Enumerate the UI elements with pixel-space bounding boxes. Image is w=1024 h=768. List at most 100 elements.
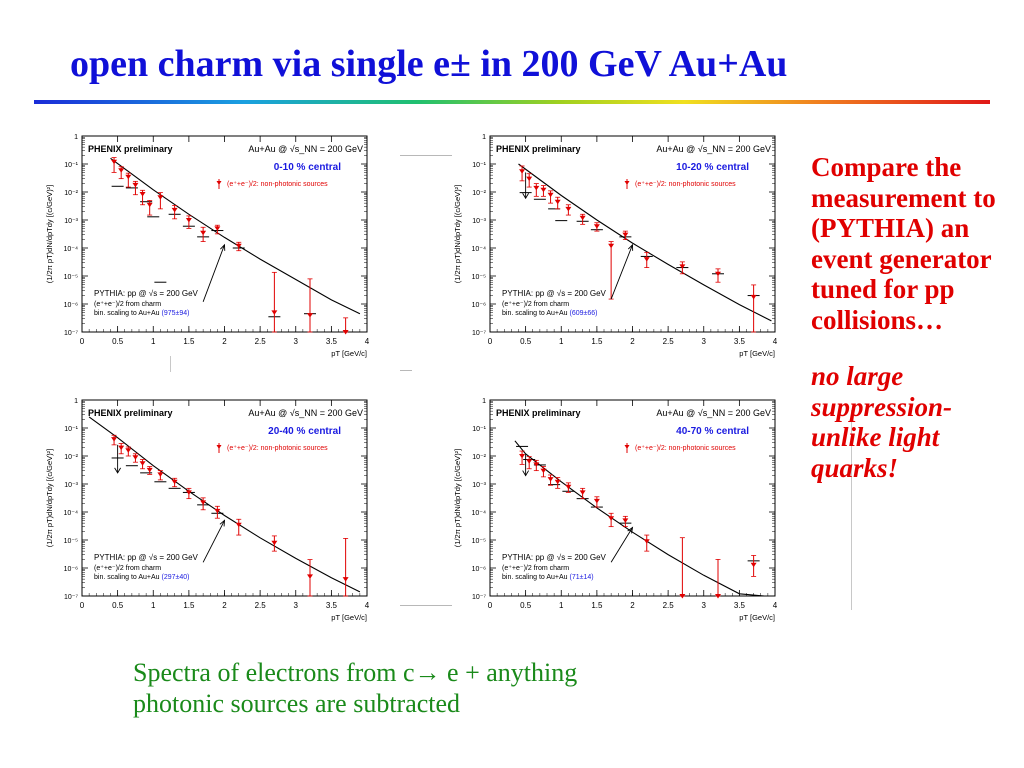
data-point: [307, 313, 313, 318]
x-tick-label: 0: [80, 337, 85, 346]
x-tick-label: 1: [559, 601, 564, 610]
x-tick-label: 1: [559, 337, 564, 346]
y-tick-label: 10⁻⁵: [64, 538, 78, 545]
data-point: [715, 271, 721, 277]
data-point: [565, 484, 572, 490]
centrality-label: 0-10 % central: [274, 162, 341, 173]
data-point: [547, 477, 554, 482]
x-tick-label: 0.5: [112, 337, 124, 346]
x-tick-label: 3: [294, 601, 299, 610]
legend-marker: [624, 445, 630, 449]
data-point: [111, 159, 118, 165]
x-axis-label: pT [GeV/c]: [331, 613, 367, 622]
centrality-label: 10-20 % central: [676, 162, 749, 173]
x-tick-label: 0: [488, 337, 493, 346]
data-point: [533, 185, 540, 191]
data-point: [554, 479, 561, 485]
legend-marker: [216, 445, 222, 449]
pythia-scaling-label: bin. scaling to Au+Au (975±94): [94, 310, 190, 317]
x-tick-label: 2: [222, 601, 227, 610]
x-tick-label: 2.5: [663, 601, 675, 610]
x-tick-label: 2.5: [255, 337, 267, 346]
pythia-label: PYTHIA: pp @ √s = 200 GeV: [94, 553, 199, 562]
bottom-caption: Spectra of electrons from c→ e + anythin…: [133, 657, 577, 719]
collision-system-label: Au+Au @ √s_NN = 200 GeV: [248, 408, 363, 418]
y-tick-label: 1: [74, 134, 78, 141]
decorative-line: [400, 370, 412, 371]
data-point: [146, 202, 153, 208]
data-point: [593, 498, 600, 504]
annotation-arrowhead: [219, 519, 226, 527]
data-point: [235, 243, 242, 249]
data-point: [679, 264, 686, 269]
y-tick-label: 10⁻¹: [472, 162, 486, 169]
centrality-label: 40-70 % central: [676, 426, 749, 437]
chart-svg: 10⁻⁷ 10⁻⁶ 10⁻⁵ 10⁻⁴ 10⁻³ 10⁻² 10⁻¹ 1 0 0.5 1 1.5 2 2.…: [453, 398, 778, 622]
x-axis-label: pT [GeV/c]: [331, 349, 367, 358]
annotation-arrow: [610, 244, 633, 300]
data-point: [146, 467, 153, 473]
data-point: [547, 192, 554, 198]
data-point: [608, 243, 615, 249]
x-tick-label: 4: [773, 601, 778, 610]
collision-system-label: Au+Au @ √s_NN = 200 GeV: [656, 144, 771, 154]
decorative-line: [400, 605, 452, 606]
data-point: [342, 330, 349, 335]
collision-system-label: Au+Au @ √s_NN = 200 GeV: [248, 144, 363, 154]
annotation-arrowhead: [220, 243, 226, 251]
legend-marker: [216, 181, 222, 185]
y-tick-label: 10⁻⁵: [472, 538, 486, 545]
x-tick-label: 1.5: [183, 337, 195, 346]
data-point: [579, 490, 586, 495]
down-arrowhead: [522, 192, 530, 200]
y-tick-label: 1: [482, 134, 486, 141]
chart-panel-40-70-central: 10⁻⁷ 10⁻⁶ 10⁻⁵ 10⁻⁴ 10⁻³ 10⁻² 10⁻¹ 1 0 0.5 1 1.5 2 2.…: [448, 390, 798, 626]
x-axis-label: pT [GeV/c]: [739, 349, 775, 358]
ncoll-value: (975±94): [162, 310, 190, 317]
decorative-line: [851, 410, 852, 610]
y-tick-label: 10⁻⁵: [472, 274, 486, 281]
annotation-arrowhead: [627, 243, 634, 251]
data-point: [157, 472, 164, 477]
caption-line-1: Spectra of electrons from c→ e + anythin…: [133, 658, 578, 687]
annotation-arrow: [610, 527, 633, 563]
data-point: [519, 169, 526, 174]
x-tick-label: 0.5: [520, 601, 532, 610]
annotation-arrow: [202, 520, 225, 563]
data-point: [139, 191, 146, 197]
y-tick-label: 10⁻⁴: [472, 510, 487, 517]
slide-title: open charm via single e± in 200 GeV Au+A…: [70, 43, 788, 85]
y-tick-label: 10⁻²: [472, 454, 486, 461]
data-point: [235, 522, 242, 528]
x-tick-label: 4: [773, 337, 778, 346]
y-tick-label: 10⁻³: [64, 218, 78, 225]
data-point: [715, 594, 721, 599]
chart-svg: 10⁻⁷ 10⁻⁶ 10⁻⁵ 10⁻⁴ 10⁻³ 10⁻² 10⁻¹ 1 0 0.5 1 1.5 2 2.…: [453, 134, 778, 358]
y-tick-label: 10⁻⁶: [472, 566, 486, 573]
x-axis-label: pT [GeV/c]: [739, 613, 775, 622]
experiment-label: PHENIX preliminary: [496, 144, 581, 154]
pythia-label: PYTHIA: pp @ √s = 200 GeV: [94, 289, 199, 298]
x-tick-label: 0: [488, 601, 493, 610]
x-tick-label: 0: [80, 601, 85, 610]
experiment-label: PHENIX preliminary: [496, 408, 581, 418]
y-axis-label: (1/2π pT)dN/dpTdy [(c/GeV)²]: [45, 449, 54, 548]
legend-marker: [624, 181, 630, 185]
data-point: [565, 206, 572, 212]
x-tick-label: 3: [294, 337, 299, 346]
data-point: [200, 230, 207, 236]
side-text-comparison: Compare the measurement to (PYTHIA) an e…: [811, 152, 996, 335]
data-point: [554, 199, 561, 205]
data-point: [271, 310, 278, 315]
data-point: [157, 195, 164, 200]
y-axis-label: (1/2π pT)dN/dpTdy [(c/GeV)²]: [45, 185, 54, 284]
pythia-label: PYTHIA: pp @ √s = 200 GeV: [502, 553, 607, 562]
pythia-scaling-label: bin. scaling to Au+Au (609±66): [502, 310, 598, 317]
y-tick-label: 10⁻³: [64, 482, 78, 489]
x-tick-label: 3.5: [326, 601, 338, 610]
chart-svg: 10⁻⁷ 10⁻⁶ 10⁻⁵ 10⁻⁴ 10⁻³ 10⁻² 10⁻¹ 1 0 0.5 1 1.5 2 2.…: [45, 134, 370, 358]
experiment-label: PHENIX preliminary: [88, 408, 173, 418]
x-tick-label: 2: [222, 337, 227, 346]
legend-label: (e⁺+e⁻)/2: non-photonic sources: [635, 445, 736, 452]
y-tick-label: 10⁻²: [64, 454, 78, 461]
